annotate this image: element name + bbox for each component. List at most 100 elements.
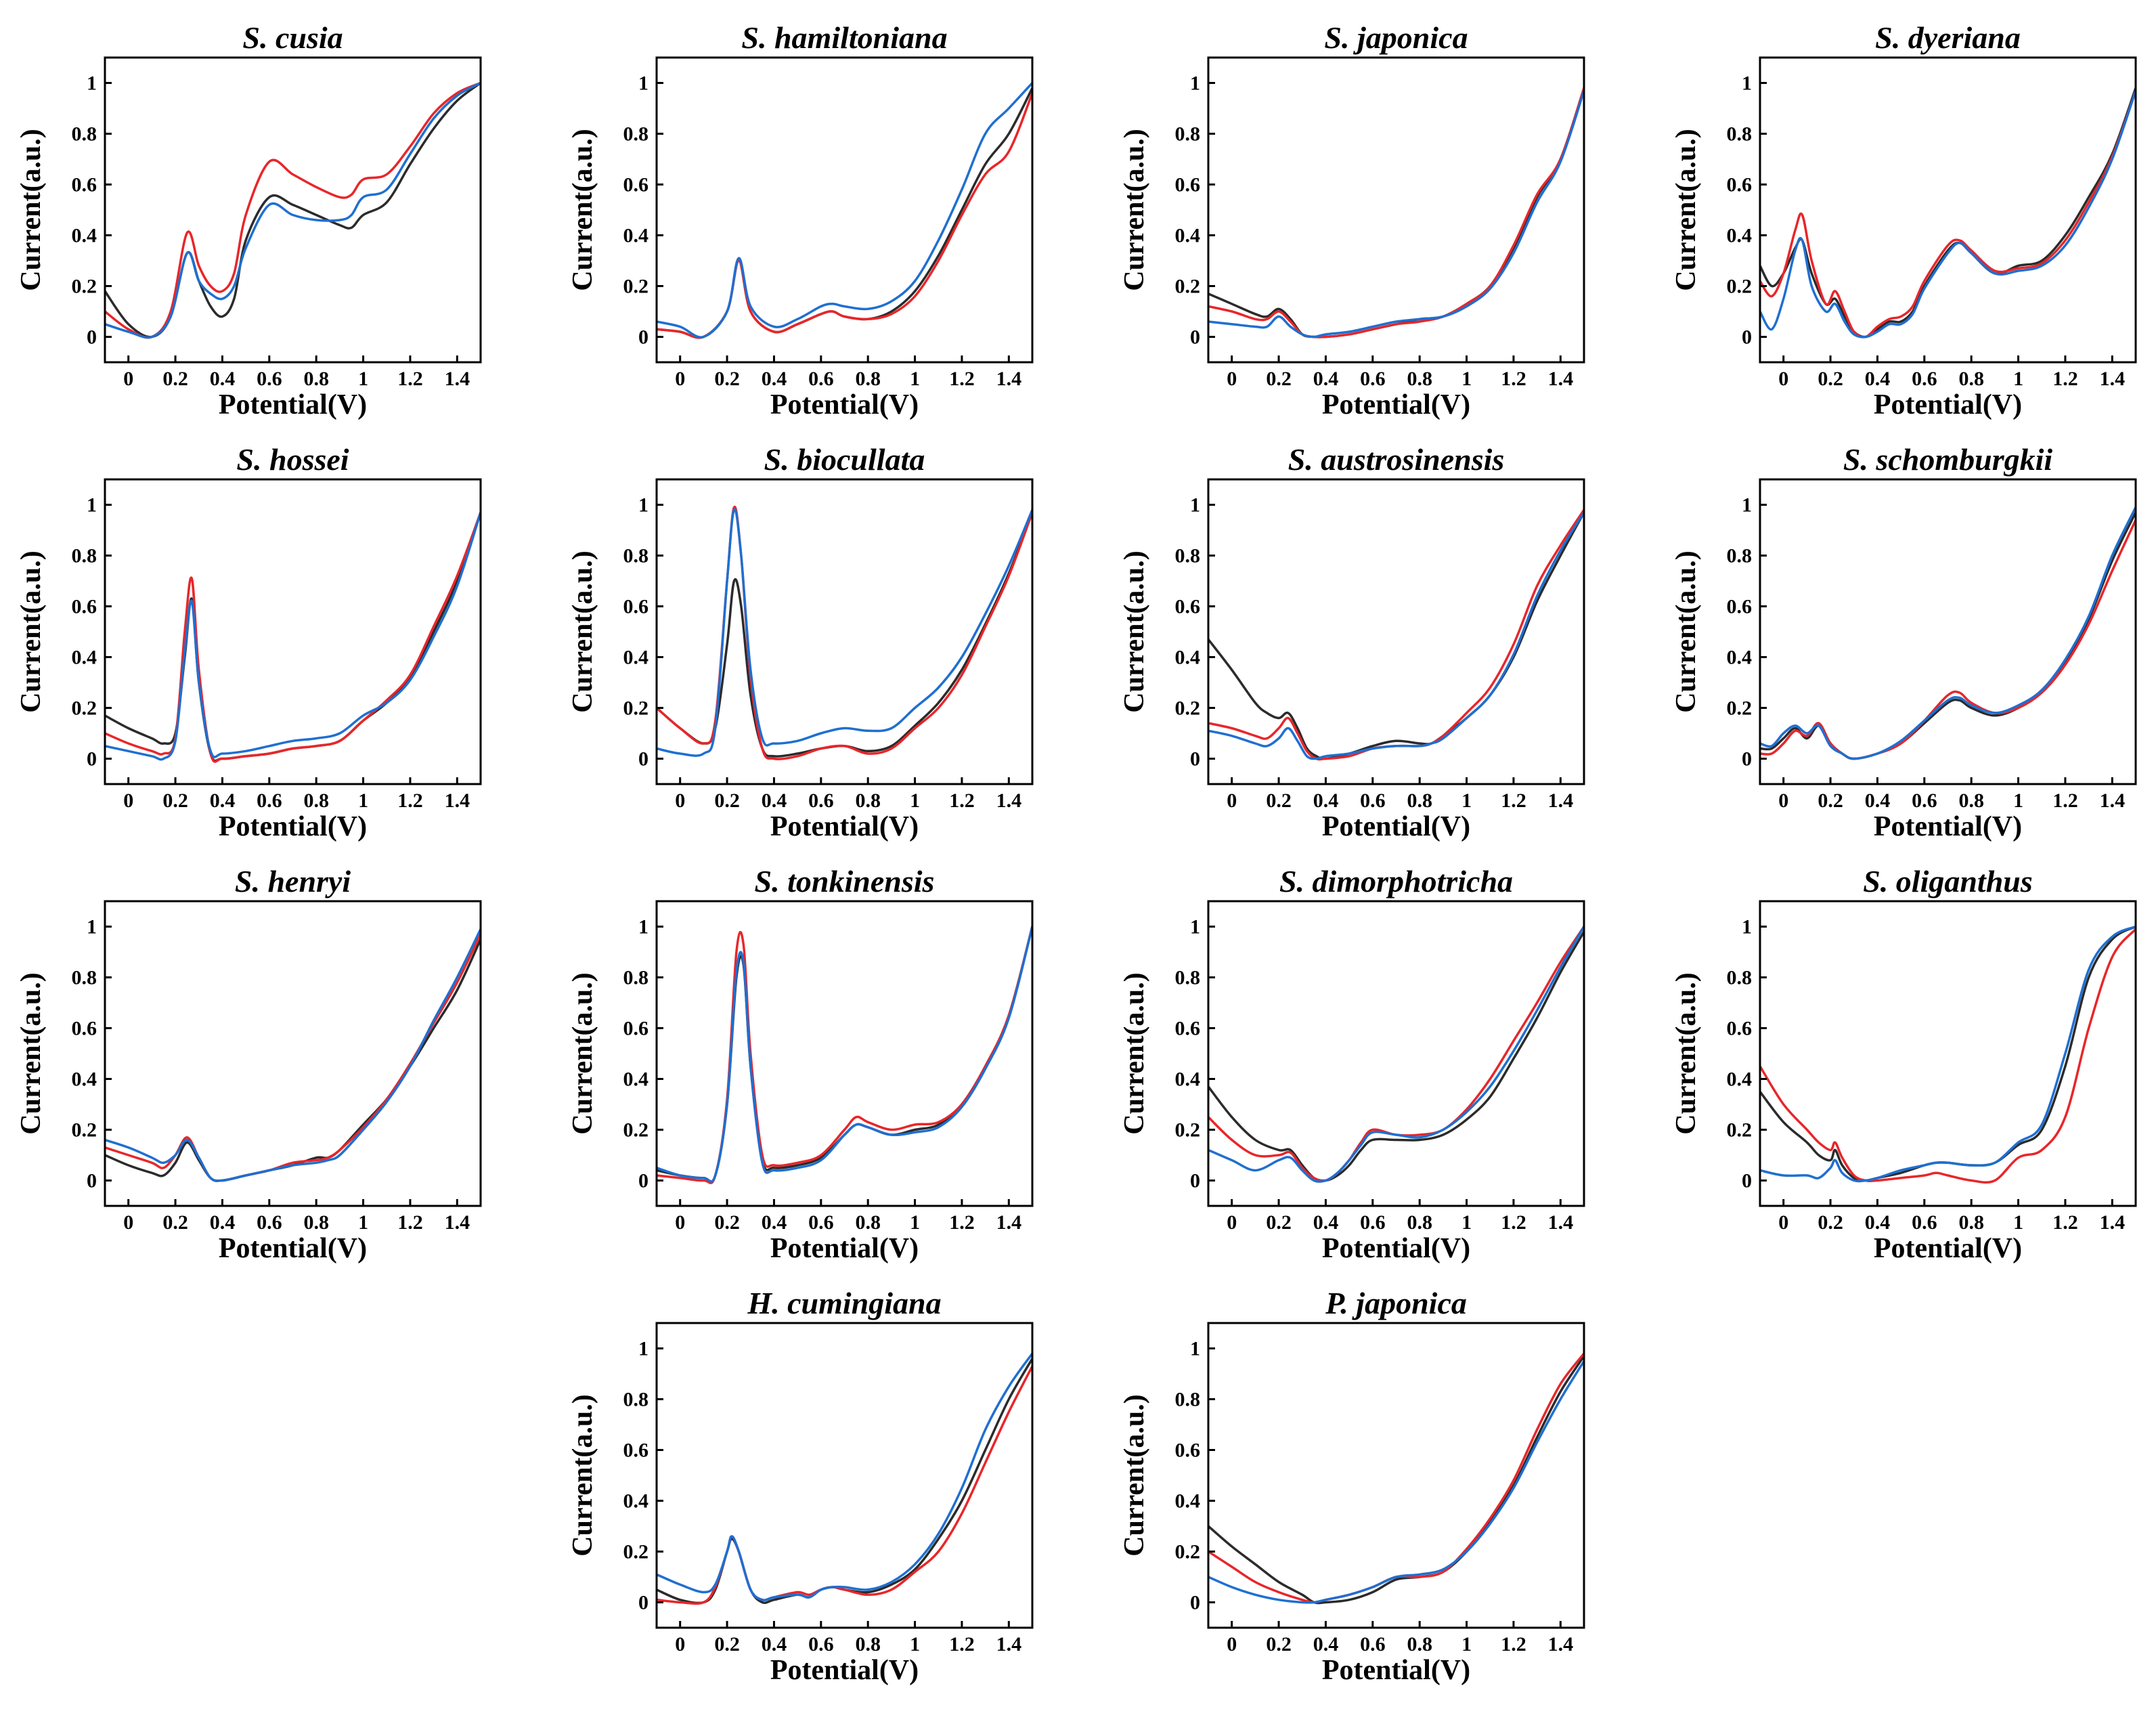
y-tick-label: 0.8 xyxy=(1175,123,1201,146)
x-tick-label: 0.8 xyxy=(303,789,329,812)
x-tick-label: 0.8 xyxy=(1407,789,1432,812)
series-line-black xyxy=(105,511,481,762)
y-tick-label: 1 xyxy=(1742,916,1752,938)
x-axis-label: Potential(V) xyxy=(1874,811,2022,842)
x-tick-label: 0.6 xyxy=(1360,1211,1386,1234)
panel-title: S. cusia xyxy=(242,20,343,55)
y-tick-label: 0.6 xyxy=(1727,596,1753,618)
y-tick-label: 1 xyxy=(87,494,97,517)
y-tick-label: 0.6 xyxy=(1175,174,1201,196)
y-tick-label: 0.6 xyxy=(1727,1018,1753,1040)
x-axis-label: Potential(V) xyxy=(1322,811,1470,842)
series-line-red xyxy=(657,1365,1032,1605)
x-tick-label: 0.2 xyxy=(1818,789,1843,812)
plot-frame xyxy=(104,478,482,785)
x-tick-label: 1.2 xyxy=(2052,1211,2078,1234)
panel-title: S. dyeriana xyxy=(1875,20,2021,55)
y-tick-label: 1 xyxy=(638,1338,648,1360)
x-tick-label: 0.2 xyxy=(1818,1211,1843,1234)
x-tick-label: 0.6 xyxy=(257,368,282,390)
x-tick-label: 0.2 xyxy=(714,789,740,812)
x-tick-label: 1.2 xyxy=(1501,368,1526,390)
x-tick-label: 0.6 xyxy=(808,1211,834,1234)
x-tick-label: 1.2 xyxy=(2052,368,2078,390)
x-tick-label: 0.4 xyxy=(1313,789,1339,812)
x-tick-label: 0.6 xyxy=(1912,368,1937,390)
x-tick-label: 1.4 xyxy=(2100,368,2126,390)
series-group xyxy=(1208,87,1584,339)
x-tick-label: 1 xyxy=(1461,789,1472,812)
x-tick-label: 0.8 xyxy=(855,1211,881,1234)
x-axis-label: Potential(V) xyxy=(770,1233,919,1264)
x-tick-label: 0 xyxy=(1227,1633,1237,1655)
y-tick-label: 0.4 xyxy=(72,1068,97,1091)
x-tick-label: 0.2 xyxy=(1266,1633,1292,1655)
y-tick-label: 0.8 xyxy=(72,123,97,146)
y-tick-label: 0 xyxy=(638,1592,648,1614)
x-tick-label: 0.6 xyxy=(257,789,282,812)
panel-p-japonica: P. japonica 0 0.2 0.4 0.6 0.8 1 1.2 1.4 0 0.2 0.4 0.… xyxy=(1119,1286,1585,1686)
x-tick-label: 1.2 xyxy=(1501,1211,1526,1234)
y-tick-label: 0.4 xyxy=(1175,647,1201,669)
x-tick-label: 0.2 xyxy=(1266,368,1292,390)
series-line-black xyxy=(657,925,1032,1183)
y-tick-label: 0.6 xyxy=(72,596,97,618)
y-tick-label: 0.8 xyxy=(1727,545,1753,567)
x-tick-label: 1.2 xyxy=(397,368,423,390)
y-tick-label: 1 xyxy=(1742,494,1752,517)
x-tick-label: 0.6 xyxy=(808,368,834,390)
plot-frame xyxy=(104,56,482,364)
series-line-black xyxy=(1208,930,1584,1182)
series-group xyxy=(657,925,1032,1184)
x-tick-label: 0 xyxy=(1778,789,1788,812)
y-tick-label: 1 xyxy=(1742,72,1752,95)
x-tick-label: 0.4 xyxy=(1313,1633,1339,1655)
plot-frame xyxy=(104,900,482,1207)
series-group xyxy=(657,81,1032,339)
series-line-blue xyxy=(1760,89,2136,339)
y-axis-label: Current(a.u.) xyxy=(567,550,598,713)
panel-s-henryi: S. henryi 0 0.2 0.4 0.6 0.8 1 1.2 1.4 0 0.2 0.4 0.6 0… xyxy=(16,864,482,1264)
y-axis-label: Current(a.u.) xyxy=(1119,972,1150,1135)
x-tick-label: 0.8 xyxy=(1407,1211,1432,1234)
x-tick-label: 0.6 xyxy=(1912,789,1937,812)
series-line-black xyxy=(105,938,481,1182)
y-tick-label: 0.6 xyxy=(623,1018,649,1040)
panel-title: S. oliganthus xyxy=(1863,864,2033,898)
y-tick-label: 0.2 xyxy=(623,276,649,298)
x-tick-label: 1.2 xyxy=(1501,1633,1526,1655)
y-tick-label: 0 xyxy=(1190,1592,1200,1614)
y-tick-label: 0.6 xyxy=(623,1439,649,1462)
y-tick-label: 0.4 xyxy=(72,647,97,669)
series-line-red xyxy=(1208,1352,1584,1604)
x-tick-label: 1.4 xyxy=(445,1211,470,1234)
x-tick-label: 0 xyxy=(1227,789,1237,812)
x-tick-label: 0.8 xyxy=(1407,1633,1432,1655)
x-tick-label: 0.2 xyxy=(714,368,740,390)
x-tick-label: 1.4 xyxy=(1548,1211,1574,1234)
x-tick-label: 0.4 xyxy=(1865,368,1891,390)
series-group xyxy=(1208,508,1584,761)
y-tick-label: 0.8 xyxy=(72,967,97,989)
x-tick-label: 0.8 xyxy=(855,368,881,390)
x-tick-label: 1 xyxy=(1461,1633,1472,1655)
series-line-blue xyxy=(1760,506,2136,760)
series-line-blue xyxy=(105,511,481,761)
y-tick-label: 0.2 xyxy=(1727,1119,1753,1142)
y-tick-label: 0 xyxy=(1742,326,1752,349)
series-line-blue xyxy=(657,1352,1032,1601)
x-tick-label: 1 xyxy=(910,368,920,390)
panel-h-cumingiana: H. cumingiana 0 0.2 0.4 0.6 0.8 1 1.2 1.4 0 0.2 0.4… xyxy=(567,1286,1034,1686)
y-tick-label: 1 xyxy=(1190,1338,1200,1360)
y-tick-label: 1 xyxy=(638,494,648,517)
series-line-red xyxy=(657,91,1032,339)
panel-s-cusia: S. cusia 0 0.2 0.4 0.6 0.8 1 1.2 1.4 0 0.2 0.4 0.6 0.… xyxy=(16,20,482,420)
series-line-red xyxy=(105,511,481,763)
series-line-red xyxy=(657,925,1032,1184)
panel-title: S. tonkinensis xyxy=(755,864,935,898)
plot-frame xyxy=(1207,900,1585,1207)
x-tick-label: 0.6 xyxy=(1360,789,1386,812)
x-axis-label: Potential(V) xyxy=(1322,1233,1470,1264)
series-line-blue xyxy=(105,81,481,339)
